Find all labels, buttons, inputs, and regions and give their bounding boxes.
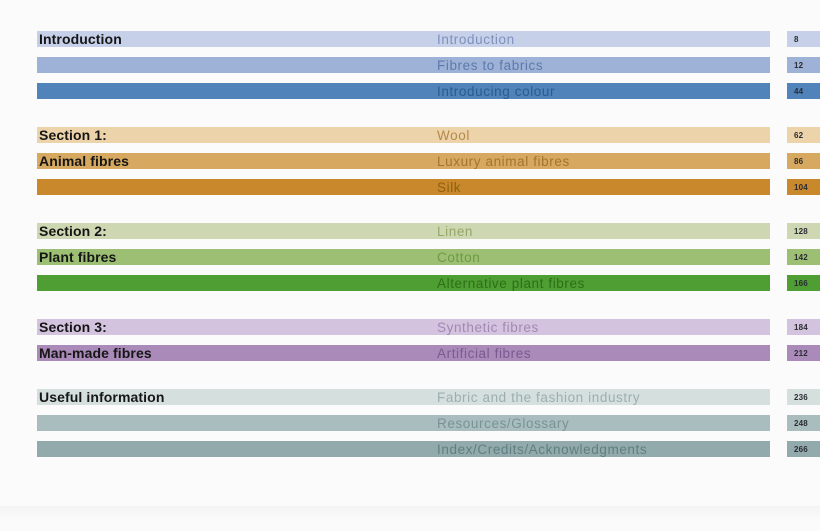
toc-row-bar: Plant fibres Cotton xyxy=(37,249,770,265)
toc-row-bar: Section 1: Wool xyxy=(37,127,770,143)
page-number: 266 xyxy=(794,444,808,454)
toc-row: Index/Credits/Acknowledgments 266 xyxy=(0,441,820,457)
section-label: Man-made fibres xyxy=(39,345,152,361)
toc-row-bar: Silk xyxy=(37,179,770,195)
toc-row-bar: Animal fibres Luxury animal fibres xyxy=(37,153,770,169)
section-label: Section 1: xyxy=(39,127,107,143)
toc-group-animal-fibres: Section 1: Wool 62 Animal fibres Luxury … xyxy=(0,127,820,195)
toc-row-bar: Section 2: Linen xyxy=(37,223,770,239)
page-number-box: 248 xyxy=(787,415,820,431)
page-number: 8 xyxy=(794,34,799,44)
page-number: 12 xyxy=(794,60,804,70)
page-number-box: 12 xyxy=(787,57,820,73)
toc-row-bar: Alternative plant fibres xyxy=(37,275,770,291)
page-number-box: 62 xyxy=(787,127,820,143)
page-number: 104 xyxy=(794,182,808,192)
section-label: Useful information xyxy=(39,389,165,405)
toc-group-man-made-fibres: Section 3: Synthetic fibres 184 Man-made… xyxy=(0,319,820,361)
page-number: 212 xyxy=(794,348,808,358)
chapter-title: Fibres to fabrics xyxy=(437,57,544,73)
chapter-title: Index/Credits/Acknowledgments xyxy=(437,441,648,457)
toc-row: Man-made fibres Artificial fibres 212 xyxy=(0,345,820,361)
chapter-title: Wool xyxy=(437,127,470,143)
page-number-box: 86 xyxy=(787,153,820,169)
page-number: 248 xyxy=(794,418,808,428)
toc-row: Section 3: Synthetic fibres 184 xyxy=(0,319,820,335)
toc-row: Alternative plant fibres 166 xyxy=(0,275,820,291)
table-of-contents: Introduction Introduction 8 Fibres to fa… xyxy=(0,31,820,457)
toc-row: Section 1: Wool 62 xyxy=(0,127,820,143)
page-number-box: 8 xyxy=(787,31,820,47)
toc-row-bar: Introducing colour xyxy=(37,83,770,99)
page-number-box: 128 xyxy=(787,223,820,239)
chapter-title: Synthetic fibres xyxy=(437,319,539,335)
toc-row: Introducing colour 44 xyxy=(0,83,820,99)
toc-group-useful-information: Useful information Fabric and the fashio… xyxy=(0,389,820,457)
page-number-box: 44 xyxy=(787,83,820,99)
toc-row-bar: Index/Credits/Acknowledgments xyxy=(37,441,770,457)
page-number: 128 xyxy=(794,226,808,236)
chapter-title: Cotton xyxy=(437,249,481,265)
toc-row-bar: Man-made fibres Artificial fibres xyxy=(37,345,770,361)
chapter-title: Introduction xyxy=(437,31,515,47)
page-number: 86 xyxy=(794,156,804,166)
toc-row-bar: Introduction Introduction xyxy=(37,31,770,47)
page-number-box: 212 xyxy=(787,345,820,361)
section-label: Introduction xyxy=(39,31,122,47)
page-number: 184 xyxy=(794,322,808,332)
page-number: 62 xyxy=(794,130,804,140)
section-label: Plant fibres xyxy=(39,249,117,265)
page-number-box: 104 xyxy=(787,179,820,195)
toc-row: Silk 104 xyxy=(0,179,820,195)
section-label: Animal fibres xyxy=(39,153,129,169)
page-number: 166 xyxy=(794,278,808,288)
toc-row: Plant fibres Cotton 142 xyxy=(0,249,820,265)
toc-row: Useful information Fabric and the fashio… xyxy=(0,389,820,405)
toc-row: Animal fibres Luxury animal fibres 86 xyxy=(0,153,820,169)
section-label: Section 3: xyxy=(39,319,107,335)
toc-row-bar: Useful information Fabric and the fashio… xyxy=(37,389,770,405)
chapter-title: Introducing colour xyxy=(437,83,556,99)
page-number: 236 xyxy=(794,392,808,402)
toc-row-bar: Resources/Glossary xyxy=(37,415,770,431)
toc-row: Section 2: Linen 128 xyxy=(0,223,820,239)
page-number: 142 xyxy=(794,252,808,262)
page-number-box: 236 xyxy=(787,389,820,405)
chapter-title: Luxury animal fibres xyxy=(437,153,570,169)
toc-row-bar: Section 3: Synthetic fibres xyxy=(37,319,770,335)
toc-row: Fibres to fabrics 12 xyxy=(0,57,820,73)
page-number-box: 266 xyxy=(787,441,820,457)
page-number-box: 184 xyxy=(787,319,820,335)
chapter-title: Silk xyxy=(437,179,462,195)
chapter-title: Fabric and the fashion industry xyxy=(437,389,641,405)
section-label: Section 2: xyxy=(39,223,107,239)
page-bottom-shadow xyxy=(0,506,820,522)
page-number: 44 xyxy=(794,86,804,96)
chapter-title: Linen xyxy=(437,223,474,239)
chapter-title: Alternative plant fibres xyxy=(437,275,585,291)
toc-group-plant-fibres: Section 2: Linen 128 Plant fibres Cotton… xyxy=(0,223,820,291)
page-number-box: 142 xyxy=(787,249,820,265)
page-number-box: 166 xyxy=(787,275,820,291)
chapter-title: Artificial fibres xyxy=(437,345,532,361)
toc-row-bar: Fibres to fabrics xyxy=(37,57,770,73)
toc-row: Resources/Glossary 248 xyxy=(0,415,820,431)
toc-group-introduction: Introduction Introduction 8 Fibres to fa… xyxy=(0,31,820,99)
chapter-title: Resources/Glossary xyxy=(437,415,570,431)
toc-row: Introduction Introduction 8 xyxy=(0,31,820,47)
